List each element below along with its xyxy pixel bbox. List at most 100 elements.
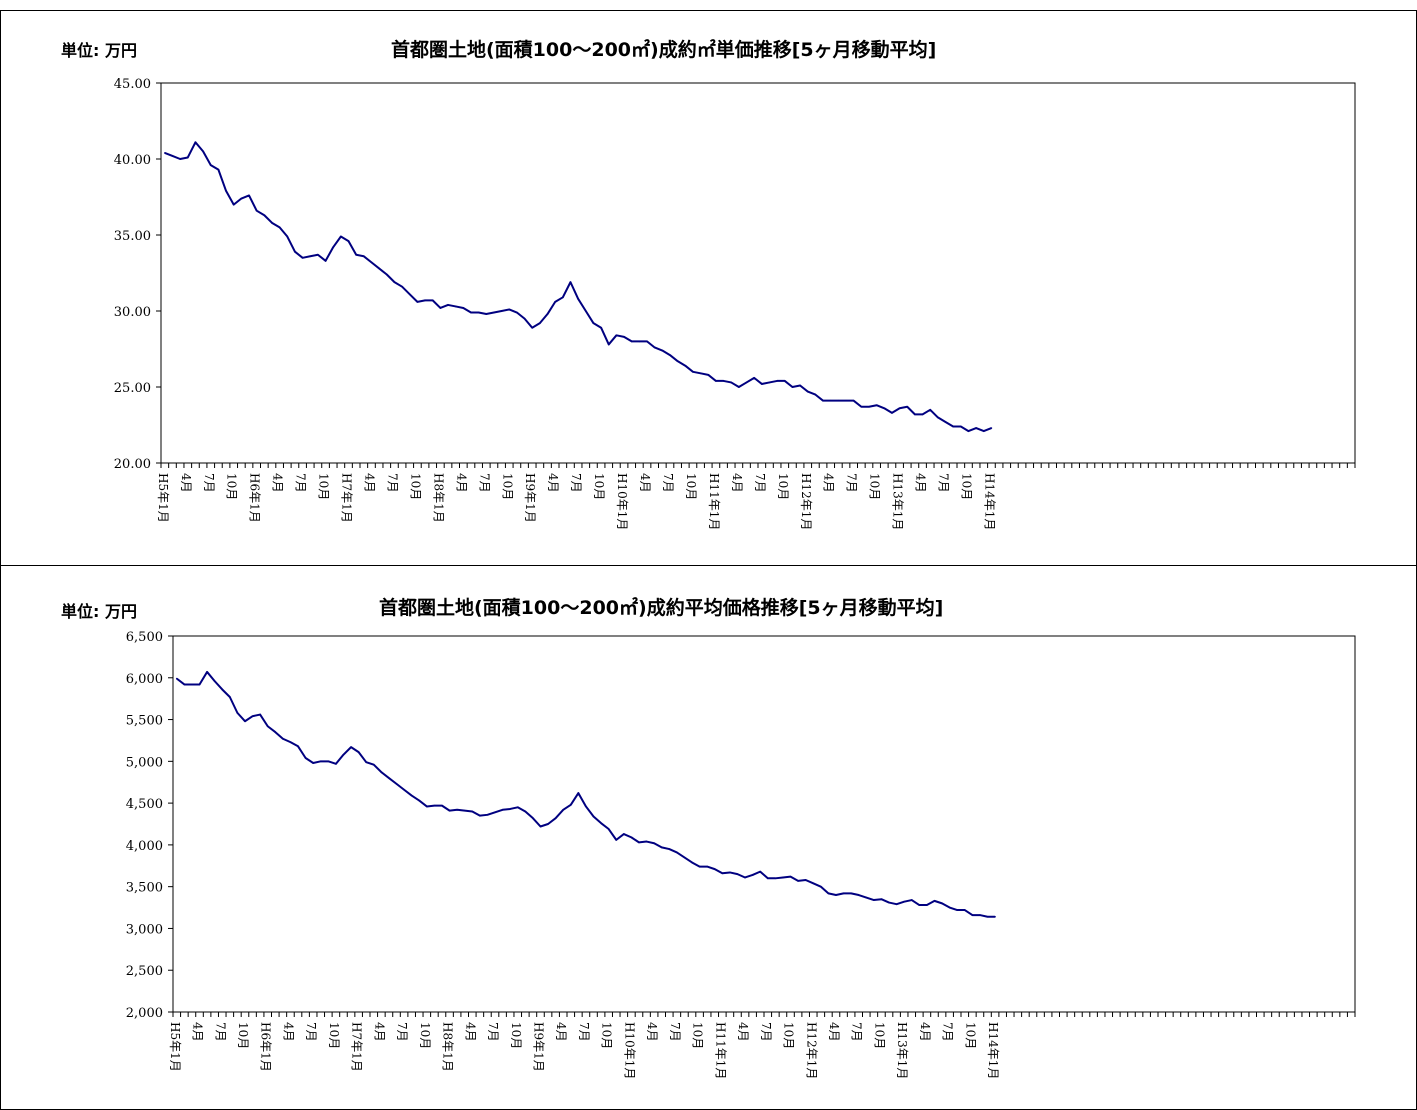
data-point — [638, 340, 641, 343]
data-point — [850, 892, 852, 895]
data-point — [186, 156, 189, 159]
data-point — [232, 203, 235, 206]
data-point — [592, 815, 595, 818]
data-point — [164, 152, 166, 154]
x-tick-label: H14年1月 — [986, 1022, 1000, 1079]
y-tick-label: 2,000 — [126, 1006, 163, 1021]
data-point — [774, 877, 777, 880]
data-point — [768, 381, 771, 384]
x-tick-label: 4月 — [454, 473, 468, 493]
x-tick-label: 4月 — [827, 1022, 841, 1042]
x-tick-label: H10年1月 — [615, 473, 629, 530]
x-tick-label: 10月 — [959, 473, 973, 500]
x-tick-label: H11年1月 — [713, 1022, 727, 1079]
data-point — [403, 788, 405, 791]
series-line — [164, 141, 992, 433]
data-point — [883, 407, 886, 410]
data-point — [418, 799, 421, 802]
data-point — [822, 399, 824, 402]
line-chart-average-price: 2,000 2,500 3,000 3,500 4,000 4,500 5,000 5,500… — [126, 630, 1356, 1079]
data-point — [845, 399, 847, 402]
x-tick-label: H6年1月 — [259, 1022, 273, 1072]
data-point — [327, 760, 330, 763]
data-point — [471, 810, 474, 813]
x-tick-label: H7年1月 — [350, 1022, 364, 1072]
data-point — [448, 809, 451, 812]
data-point — [500, 310, 503, 312]
data-point — [721, 872, 724, 875]
data-point — [501, 809, 504, 811]
y-tick-label: 3,500 — [126, 881, 163, 896]
data-point — [562, 296, 564, 299]
data-point — [217, 168, 220, 171]
data-point — [837, 399, 840, 402]
y-tick-label: 4,000 — [126, 839, 163, 854]
data-point — [431, 299, 434, 302]
data-point — [297, 745, 299, 748]
data-point — [857, 894, 860, 896]
data-point — [921, 413, 924, 416]
plot-area — [172, 635, 1356, 1013]
data-point — [240, 197, 243, 200]
data-point — [539, 825, 542, 828]
data-point — [508, 308, 511, 311]
data-point — [600, 326, 602, 329]
data-point — [304, 757, 307, 759]
data-point — [937, 416, 939, 419]
data-point — [479, 814, 481, 817]
x-tick-label: 10月 — [317, 473, 331, 500]
data-point — [638, 841, 640, 844]
data-point — [365, 761, 368, 763]
data-point — [630, 340, 633, 343]
x-tick-label: 10月 — [327, 1022, 341, 1049]
data-point — [171, 155, 174, 157]
x-tick-label: H13年1月 — [895, 1022, 909, 1079]
data-point — [259, 713, 261, 716]
x-tick-label: 10月 — [418, 1022, 432, 1049]
data-point — [806, 390, 809, 393]
y-tick-label: 35.00 — [114, 229, 151, 244]
data-point — [865, 896, 868, 899]
data-point — [715, 380, 717, 382]
data-point — [509, 808, 511, 810]
y-tick-label: 5,000 — [126, 755, 163, 770]
data-point — [668, 848, 671, 850]
data-point — [782, 876, 784, 879]
x-tick-label: 4月 — [372, 1022, 386, 1042]
data-point — [191, 683, 193, 686]
x-tick-label: 7月 — [202, 473, 216, 493]
x-tick-label: 10月 — [509, 1022, 523, 1049]
data-point — [319, 760, 322, 763]
x-tick-label: 10月 — [500, 473, 514, 500]
x-tick-label: H8年1月 — [441, 1022, 455, 1072]
x-tick-label: H13年1月 — [891, 473, 905, 530]
data-point — [744, 876, 746, 879]
data-point — [753, 377, 755, 379]
data-point — [585, 805, 587, 808]
x-tick-label: 4月 — [554, 1022, 568, 1042]
data-point — [914, 413, 916, 416]
data-point — [880, 898, 883, 900]
data-point — [706, 865, 708, 868]
data-point — [860, 405, 863, 408]
x-tick-label: 10月 — [408, 473, 422, 500]
data-point — [684, 364, 687, 367]
data-point — [699, 372, 702, 375]
x-tick-label: 4月 — [191, 1022, 205, 1042]
data-point — [225, 190, 227, 192]
data-point — [410, 794, 413, 797]
data-point — [357, 751, 360, 753]
data-point — [660, 846, 663, 849]
chart-title: 首都圏土地(面積100～200㎡)成約平均価格推移[5ヶ月移動平均] — [379, 597, 944, 619]
data-point — [584, 310, 587, 312]
chart-title: 首都圏土地(面積100～200㎡)成約㎡単価推移[5ヶ月移動平均] — [391, 39, 937, 61]
data-point — [898, 407, 901, 410]
data-point — [454, 305, 457, 308]
data-point — [229, 696, 231, 698]
data-point — [751, 874, 754, 876]
data-point — [206, 671, 208, 673]
x-tick-label: 10月 — [782, 1022, 796, 1049]
data-point — [251, 715, 254, 718]
x-tick-label: 10月 — [872, 1022, 886, 1049]
x-tick-label: 4月 — [271, 473, 285, 493]
